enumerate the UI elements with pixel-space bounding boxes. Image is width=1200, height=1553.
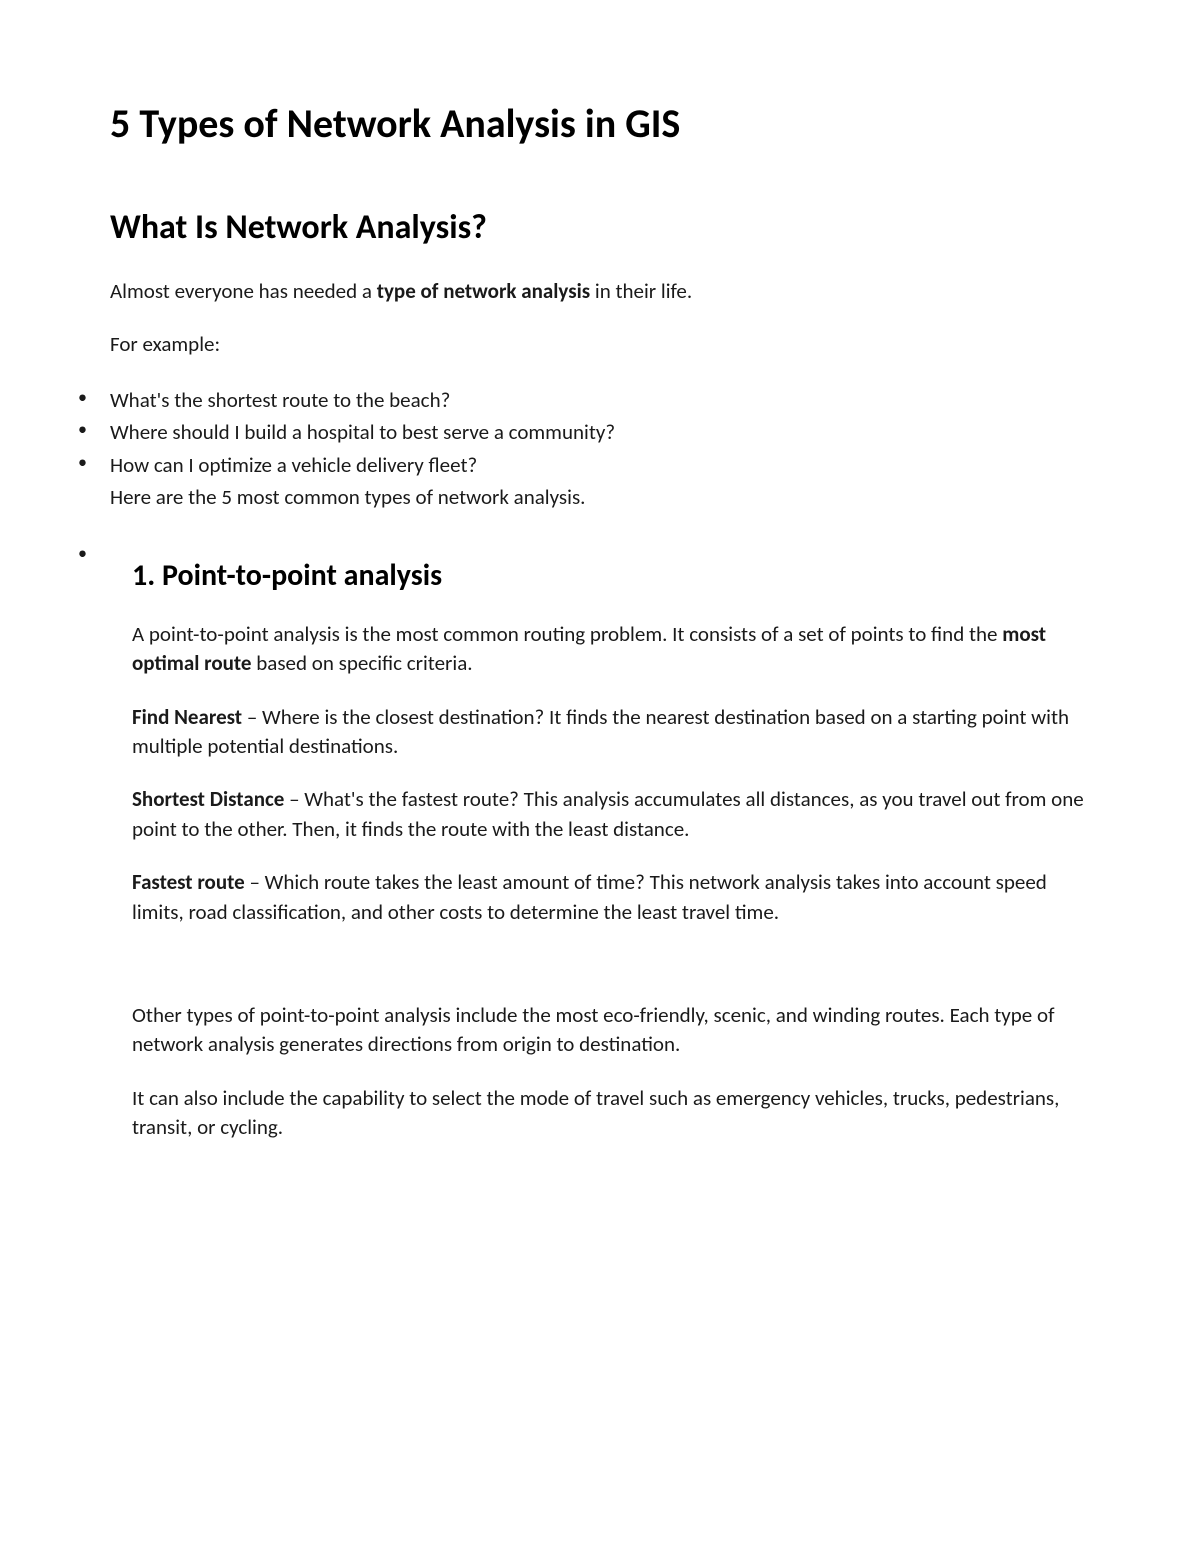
section-1-item-1: Find Nearest – Where is the closest dest… [132,703,1090,762]
intro-paragraph-2: For example: [110,330,1090,359]
intro-bullet-list: What's the shortest route to the beach? … [110,384,1090,514]
intro-heading: What Is Network Analysis? [110,208,1090,249]
section-1-para-1: A point-to-point analysis is the most co… [132,620,1090,679]
section-1-item-3: Fastest route – Which route takes the le… [132,868,1090,927]
intro-followup: Here are the 5 most common types of netw… [110,481,1090,514]
document-title: 5 Types of Network Analysis in GIS [110,100,1090,148]
intro-p1-bold: type of network analysis [377,278,590,304]
bullet-item: Where should I build a hospital to best … [110,416,1090,449]
section-1-item-2: Shortest Distance – What's the fastest r… [132,785,1090,844]
spacer [132,951,1090,1001]
section-1-para-3: It can also include the capability to se… [132,1084,1090,1143]
find-nearest-text: – Where is the closest destination? It f… [132,704,1069,759]
section-1-para-2: Other types of point-to-point analysis i… [132,1001,1090,1060]
s1-p1-pre: A point-to-point analysis is the most co… [132,621,1002,647]
section-1-container: 1. Point-to-point analysis A point-to-po… [132,558,1090,1143]
intro-p1-pre: Almost everyone has needed a [110,278,377,304]
fastest-route-text: – Which route takes the least amount of … [132,869,1047,924]
bullet-item-text: How can I optimize a vehicle delivery fl… [110,452,477,478]
intro-paragraph-1: Almost everyone has needed a type of net… [110,277,1090,306]
intro-p1-post: in their life. [590,278,692,304]
shortest-distance-label: Shortest Distance [132,786,284,812]
section-1-heading: 1. Point-to-point analysis [132,558,1090,594]
fastest-route-label: Fastest route [132,869,245,895]
s1-p1-post: based on specific criteria. [252,650,473,676]
find-nearest-label: Find Nearest [132,704,242,730]
bullet-item: How can I optimize a vehicle delivery fl… [110,449,1090,514]
bullet-item: What's the shortest route to the beach? [110,384,1090,417]
